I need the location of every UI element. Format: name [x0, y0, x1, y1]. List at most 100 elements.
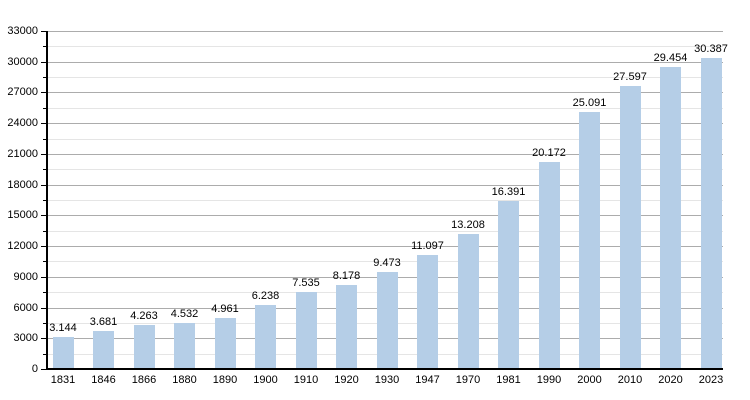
x-axis-tick-label: 1981: [496, 374, 521, 386]
bar-value-label: 7.535: [292, 276, 320, 289]
bar-value-label: 11.097: [411, 240, 444, 253]
gridline-minor: [48, 138, 723, 140]
bar: [336, 285, 357, 369]
y-axis-tick-label: 12000: [7, 240, 38, 253]
y-axis-tick-label: 3000: [13, 332, 38, 345]
y-axis-major-tick: [41, 61, 47, 63]
bar: [619, 86, 641, 369]
y-axis-tick-label: 33000: [7, 25, 38, 37]
gridline-major: [48, 92, 723, 94]
x-axis-tick-label: 2010: [617, 374, 643, 386]
y-axis-tick-label: 15000: [7, 209, 38, 222]
y-axis-major-tick: [41, 184, 47, 186]
y-axis-tick-label: 27000: [7, 86, 38, 99]
plot-area: 3.144 1831 3.681 1846 4.263 1866 4.532 1880 4.96…: [48, 31, 728, 386]
bar-value-label: 4.532: [170, 307, 199, 320]
y-axis-minor-tick: [43, 169, 47, 171]
y-axis-major-tick: [41, 338, 47, 340]
bar-value-label: 30.387: [694, 42, 728, 55]
y-axis-tick-label: 30000: [7, 55, 38, 68]
y-axis-minor-tick: [43, 292, 47, 294]
bar: [376, 271, 398, 369]
bar-value-label: 9.473: [373, 256, 401, 269]
bar: [457, 233, 479, 369]
y-axis-major-tick: [41, 307, 47, 309]
gridline-major: [48, 184, 723, 186]
bar-value-label: 29.454: [653, 52, 688, 65]
y-axis-major-tick: [41, 276, 47, 278]
bar-value-label: 4.263: [130, 310, 158, 323]
x-axis-tick-label: 2023: [698, 374, 724, 386]
x-axis-tick-label: 2020: [658, 374, 683, 386]
y-axis-line: [46, 31, 48, 370]
y-axis-minor-tick: [43, 230, 47, 232]
bar-value-label: 16.391: [491, 186, 526, 199]
x-axis-line: [46, 368, 723, 370]
gridline-minor: [48, 46, 723, 48]
bar: [295, 291, 317, 369]
y-axis-major-tick: [41, 31, 47, 32]
bar-value-label: 20.172: [532, 147, 566, 160]
gridline-minor: [48, 169, 723, 171]
bar-value-label: 27.597: [613, 71, 647, 84]
x-axis-tick-label: 1910: [293, 374, 319, 386]
y-axis-tick-label: 21000: [7, 147, 38, 160]
bar: [579, 112, 600, 369]
x-axis-tick-label: 1846: [91, 374, 116, 386]
x-axis-tick-label: 1831: [50, 374, 76, 386]
bar: [700, 57, 722, 369]
bar-value-label: 6.238: [251, 290, 280, 303]
y-axis-tick-label: 9000: [13, 270, 38, 283]
y-axis-minor-tick: [43, 322, 47, 324]
y-axis-minor-tick: [43, 107, 47, 109]
gridline-major: [48, 31, 723, 32]
gridline-major: [48, 123, 723, 125]
gridline-major: [48, 215, 723, 217]
y-axis-minor-tick: [43, 261, 47, 263]
x-axis-tick-label: 1890: [212, 374, 238, 386]
bar-value-label: 3.681: [89, 316, 118, 329]
bar-value-label: 13.208: [451, 218, 485, 231]
bar: [538, 162, 560, 369]
bar-value-label: 8.178: [332, 270, 361, 283]
y-axis-major-tick: [41, 92, 47, 94]
bar: [660, 67, 681, 369]
y-axis-minor-tick: [43, 77, 47, 79]
gridline-minor: [48, 77, 723, 79]
y-axis-major-tick: [41, 246, 47, 248]
x-axis-tick-label: 1930: [374, 374, 400, 386]
gridline-minor: [48, 200, 723, 201]
y-axis-minor-tick: [43, 138, 47, 140]
x-axis-tick-label: 1900: [253, 374, 278, 386]
x-axis-tick-label: 1920: [334, 374, 359, 386]
gridline-minor: [48, 261, 723, 263]
x-axis-tick-label: 1970: [455, 374, 481, 386]
bar: [133, 325, 155, 369]
bar: [214, 318, 236, 369]
y-axis-minor-tick: [43, 46, 47, 48]
gridline-major: [48, 246, 723, 248]
y-axis-tick-label: 6000: [13, 301, 38, 314]
bar: [174, 322, 195, 369]
y-axis-minor-tick: [43, 353, 47, 355]
bar: [498, 201, 519, 369]
bar-value-label: 3.144: [49, 321, 77, 334]
y-axis-major-tick: [41, 369, 47, 370]
bar-value-label: 4.961: [211, 303, 239, 316]
x-axis-tick-label: 1947: [415, 374, 440, 386]
bar-value-label: 25.091: [572, 97, 607, 109]
y-axis-major-tick: [41, 215, 47, 217]
bar: [52, 336, 74, 369]
y-axis-tick-label: 0: [31, 363, 38, 375]
x-axis-tick-label: 1880: [172, 374, 197, 386]
y-axis-major-tick: [41, 123, 47, 125]
gridline-major: [48, 153, 723, 155]
y-axis-tick-label: 24000: [7, 117, 38, 130]
y-axis-minor-tick: [43, 200, 47, 201]
x-axis-tick-label: 1866: [131, 374, 157, 386]
bar: [93, 331, 114, 369]
x-axis-tick-label: 2000: [577, 374, 602, 386]
x-axis-tick-label: 1990: [536, 374, 562, 386]
bar: [417, 255, 438, 369]
